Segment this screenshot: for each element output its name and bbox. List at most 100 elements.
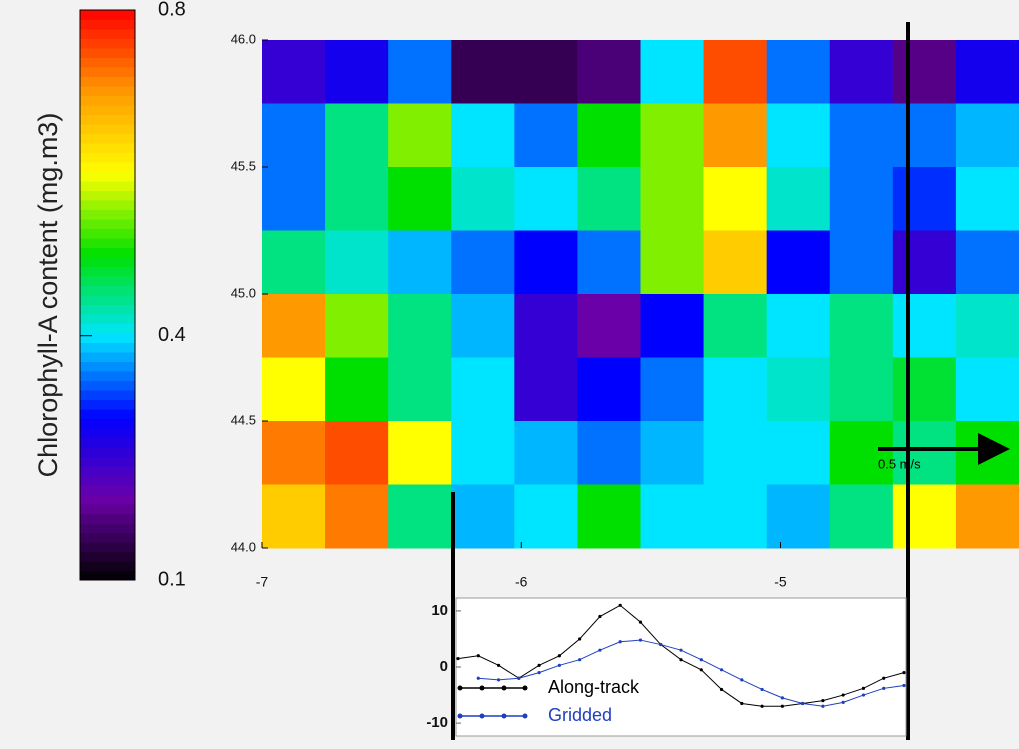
heat-cell — [451, 230, 515, 295]
heat-cell — [262, 167, 326, 231]
colorbar-segment — [80, 76, 135, 87]
point — [517, 676, 521, 680]
x-tick-label: -5 — [774, 574, 787, 590]
heat-cell — [703, 357, 768, 422]
colorbar-segment — [80, 314, 135, 324]
heat-cell — [829, 484, 894, 549]
colorbar-segment — [80, 181, 135, 191]
heat-cell — [388, 484, 452, 549]
colorbar-tick-label: 0.1 — [158, 568, 186, 590]
heat-cell — [514, 40, 578, 104]
colorbar-segment — [80, 323, 135, 334]
heat-cell — [766, 357, 831, 422]
legend-dot — [522, 685, 528, 691]
heat-cell — [640, 103, 705, 168]
heat-cell — [388, 103, 452, 168]
colorbar-segment — [80, 209, 135, 220]
point — [841, 693, 845, 697]
heat-cell — [388, 40, 452, 104]
point — [801, 701, 805, 706]
heat-cell — [514, 103, 578, 168]
heat-cell — [829, 230, 894, 295]
point — [537, 671, 541, 675]
legend-dot — [457, 685, 463, 691]
heat-cell — [577, 357, 641, 422]
point — [699, 658, 703, 662]
colorbar-segment — [80, 333, 135, 343]
colorbar-segment — [80, 95, 135, 106]
point — [780, 704, 784, 708]
colorbar-segment — [80, 86, 135, 96]
legend-dot — [479, 713, 485, 719]
colorbar-segment — [80, 171, 135, 182]
colorbar-segment — [80, 10, 135, 20]
colorbar-label: Chlorophyll-A content (mg.m3) — [33, 113, 63, 478]
point — [760, 704, 764, 708]
heat-cell — [325, 40, 389, 104]
heat-cell — [451, 167, 515, 231]
y-tick-label: 0 — [440, 658, 448, 675]
legend-dot — [522, 713, 528, 719]
colorbar-segment — [80, 352, 135, 362]
heat-cell — [262, 484, 326, 549]
colorbar-segment — [80, 276, 135, 286]
point — [496, 663, 501, 667]
colorbar-segment — [80, 561, 135, 571]
point — [902, 671, 906, 675]
point — [578, 658, 582, 662]
colorbar-segment — [80, 504, 135, 514]
point — [578, 637, 582, 641]
heat-cell — [892, 103, 957, 168]
colorbar-segment — [80, 247, 135, 258]
colorbar-segment — [80, 190, 135, 201]
heat-cell — [451, 357, 515, 422]
heat-cell — [577, 103, 641, 168]
point — [476, 654, 480, 658]
point — [557, 663, 561, 667]
heat-cell — [577, 484, 641, 549]
y-tick-label: 10 — [431, 602, 448, 619]
heat-cell — [577, 167, 641, 231]
colorbar-segment — [80, 257, 135, 267]
heat-cell — [577, 230, 641, 295]
heat-cell — [703, 294, 768, 358]
point — [821, 699, 825, 703]
colorbar-segment — [80, 285, 135, 296]
colorbar-segment — [80, 428, 135, 438]
heat-cell — [262, 230, 326, 295]
colorbar-segment — [80, 390, 135, 400]
heat-cell — [325, 421, 389, 485]
heat-cell — [640, 357, 705, 422]
heat-cell — [766, 167, 831, 231]
heat-cell — [325, 167, 389, 231]
colorbar-segment — [80, 570, 135, 581]
heat-cell — [955, 421, 1019, 485]
point — [496, 678, 501, 682]
heat-cell — [514, 484, 578, 549]
scale-label: 0.5 m/s — [878, 456, 921, 471]
point — [618, 603, 622, 607]
point — [780, 696, 784, 700]
heat-cell — [829, 421, 894, 485]
point — [902, 683, 906, 688]
colorbar-segment — [80, 295, 135, 305]
point — [841, 700, 845, 704]
colorbar-segment — [80, 19, 135, 30]
heat-cell — [262, 294, 326, 358]
heat-cell — [766, 40, 831, 104]
heat-cell — [514, 357, 578, 422]
colorbar-segment — [80, 266, 135, 277]
heat-cell — [829, 294, 894, 358]
heat-cell — [451, 484, 515, 549]
point — [618, 640, 622, 644]
y-tick-label: 46.0 — [231, 31, 256, 46]
x-tick-label: -7 — [256, 574, 269, 590]
legend-label: Gridded — [548, 705, 612, 725]
heat-cell — [829, 357, 894, 422]
heat-cell — [262, 421, 326, 485]
heat-cell — [766, 484, 831, 549]
point — [598, 648, 602, 652]
legend-dot — [501, 713, 507, 719]
heat-cell — [766, 230, 831, 295]
